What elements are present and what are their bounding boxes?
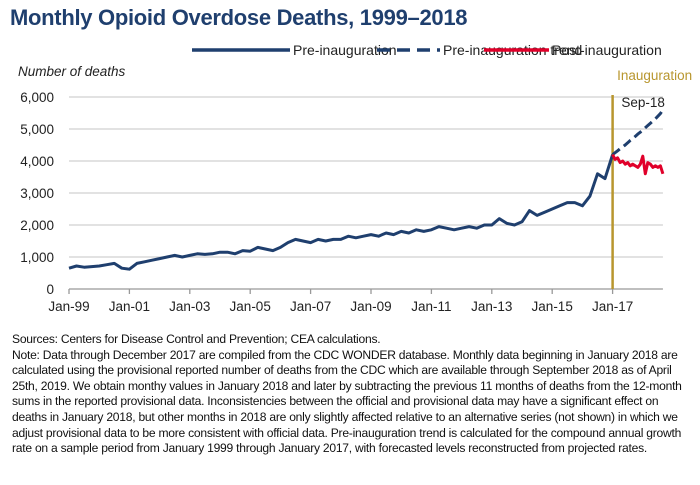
y-tick-label: 4,000 [20, 154, 54, 169]
inauguration-label: Inauguration [617, 68, 692, 83]
x-tick-label: Jan-17 [592, 299, 633, 314]
series-post-inauguration [611, 153, 665, 176]
x-tick-label: Jan-07 [290, 299, 331, 314]
x-tick-label: Jan-11 [411, 299, 451, 314]
sep-18-label: Sep-18 [621, 95, 665, 110]
chart-title: Monthly Opioid Overdose Deaths, 1999–201… [10, 5, 468, 30]
y-tick-label: 6,000 [20, 90, 54, 105]
y-tick-label: 1,000 [20, 250, 54, 265]
series-pre-inauguration [68, 154, 615, 271]
x-tick-label: Jan-05 [230, 299, 271, 314]
x-tick-label: Jan-09 [350, 299, 391, 314]
note-text: Note: Data through December 2017 are com… [12, 347, 682, 456]
legend-label: Post-inauguration [552, 42, 662, 58]
y-tick-label: 0 [46, 282, 54, 297]
x-tick-label: Jan-99 [48, 299, 89, 314]
series-pre-inauguration-trend [611, 108, 665, 156]
line-chart: 0 1,000 2,000 3,000 4,000 5,000 6,000 Jan-99 Jan… [18, 42, 692, 314]
x-tick-label: Jan-01 [109, 299, 150, 314]
y-axis-label: Number of deaths [18, 64, 126, 79]
y-tick-label: 5,000 [20, 122, 54, 137]
y-tick-label: 3,000 [20, 186, 54, 201]
chart-notes: Sources: Centers for Disease Control and… [12, 332, 696, 457]
sources-text: Sources: Centers for Disease Control and… [12, 332, 381, 346]
x-tick-label: Jan-13 [471, 299, 512, 314]
x-tick-label: Jan-15 [532, 299, 573, 314]
x-tick-label: Jan-03 [169, 299, 210, 314]
y-tick-label: 2,000 [20, 218, 54, 233]
legend-label: Pre-inauguration [293, 42, 397, 58]
